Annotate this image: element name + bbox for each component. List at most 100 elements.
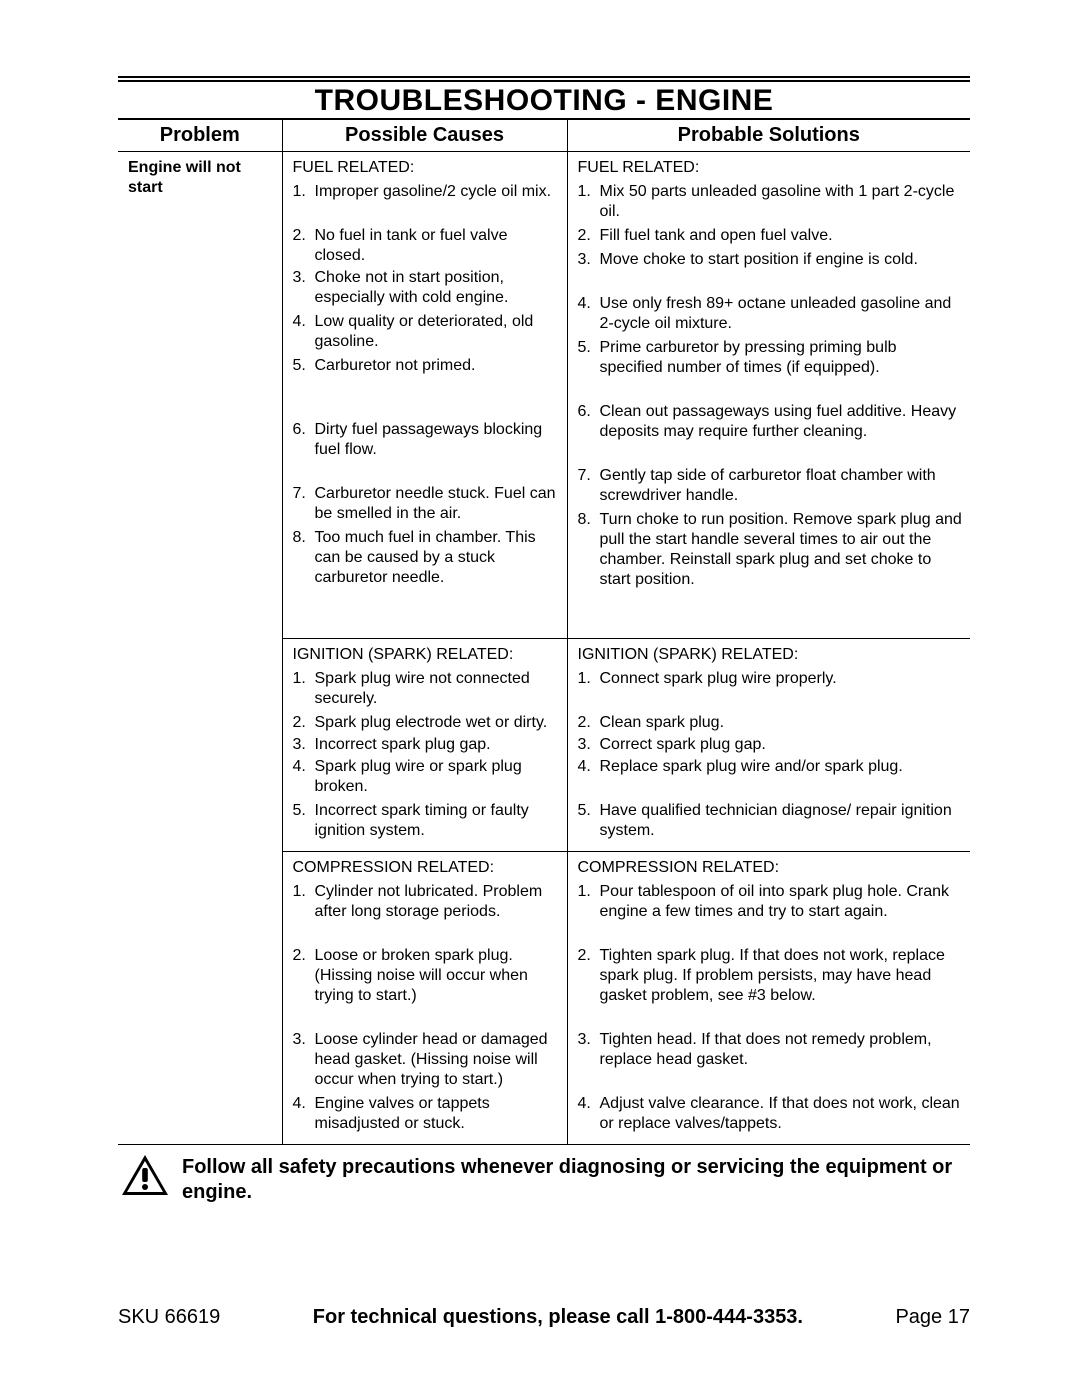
problem-cell: Engine will not start	[118, 152, 282, 1145]
causes-section-label: FUEL RELATED:	[293, 158, 559, 182]
solution-item: 2.Fill fuel tank and open fuel valve.	[578, 226, 963, 250]
solution-text: Gently tap side of carburetor float cham…	[600, 466, 963, 508]
solution-text: Prime carburetor by pressing priming bul…	[600, 338, 963, 400]
solutions-cell: COMPRESSION RELATED:1.Pour tablespoon of…	[567, 852, 970, 1145]
list-number: 4.	[293, 312, 315, 354]
solution-item: 1.Mix 50 parts unleaded gasoline with 1 …	[578, 182, 963, 226]
solution-text: Clean out passageways using fuel additiv…	[600, 402, 963, 464]
solution-item: 4.Use only fresh 89+ octane unleaded gas…	[578, 294, 963, 338]
solutions-section-label: IGNITION (SPARK) RELATED:	[578, 645, 963, 669]
table-header-row: Problem Possible Causes Probable Solutio…	[118, 120, 970, 152]
solution-text: Adjust valve clearance. If that does not…	[600, 1094, 963, 1136]
causes-cell: IGNITION (SPARK) RELATED:1.Spark plug wi…	[282, 639, 567, 852]
list-number: 3.	[293, 735, 315, 755]
cause-text: Carburetor not primed.	[315, 356, 559, 418]
cause-item: 6.Dirty fuel passageways blocking fuel f…	[293, 420, 559, 484]
solution-text: Have qualified technician diagnose/ repa…	[600, 801, 963, 843]
causes-section-label: COMPRESSION RELATED:	[293, 858, 559, 882]
cause-text: Carburetor needle stuck. Fuel can be sme…	[315, 484, 559, 526]
cause-item: 8.Too much fuel in chamber. This can be …	[293, 528, 559, 632]
solution-text: Turn choke to run position. Remove spark…	[600, 510, 963, 612]
solution-item: 7.Gently tap side of carburetor float ch…	[578, 466, 963, 510]
page: TROUBLESHOOTING - ENGINE Problem Possibl…	[0, 0, 1080, 1397]
cause-text: No fuel in tank or fuel valve closed.	[315, 226, 559, 266]
list-number: 2.	[293, 226, 315, 266]
cause-text: Choke not in start position, especially …	[315, 268, 559, 310]
solution-text: Tighten head. If that does not remedy pr…	[600, 1030, 963, 1092]
list-number: 5.	[578, 338, 600, 400]
list-number: 1.	[578, 669, 600, 711]
solution-text: Use only fresh 89+ octane unleaded gasol…	[600, 294, 963, 336]
cause-text: Incorrect spark plug gap.	[315, 735, 559, 755]
header-causes: Possible Causes	[282, 120, 567, 152]
cause-text: Loose cylinder head or damaged head gask…	[315, 1030, 559, 1092]
warning-icon	[120, 1153, 170, 1197]
cause-text: Improper gasoline/2 cycle oil mix.	[315, 182, 559, 224]
cause-item: 2.Spark plug electrode wet or dirty.	[293, 713, 559, 735]
solution-item: 6.Clean out passageways using fuel addit…	[578, 402, 963, 466]
cause-item: 1.Improper gasoline/2 cycle oil mix.	[293, 182, 559, 226]
cause-text: Dirty fuel passageways blocking fuel flo…	[315, 420, 559, 482]
safety-notice: Follow all safety precautions whenever d…	[118, 1145, 970, 1205]
solution-text: Replace spark plug wire and/or spark plu…	[600, 757, 963, 799]
list-number: 3.	[293, 268, 315, 310]
header-solutions: Probable Solutions	[567, 120, 970, 152]
solutions-cell: IGNITION (SPARK) RELATED:1.Connect spark…	[567, 639, 970, 852]
cause-text: Incorrect spark timing or faulty ignitio…	[315, 801, 559, 843]
list-number: 4.	[578, 294, 600, 336]
solution-item: 5.Prime carburetor by pressing priming b…	[578, 338, 963, 402]
solution-item: 2.Tighten spark plug. If that does not w…	[578, 946, 963, 1030]
solution-text: Pour tablespoon of oil into spark plug h…	[600, 882, 963, 944]
list-number: 4.	[578, 1094, 600, 1136]
cause-text: Spark plug electrode wet or dirty.	[315, 713, 559, 733]
list-number: 6.	[578, 402, 600, 464]
list-number: 2.	[293, 946, 315, 1028]
list-number: 8.	[293, 528, 315, 630]
header-problem: Problem	[118, 120, 282, 152]
cause-item: 1.Spark plug wire not connected securely…	[293, 669, 559, 713]
list-number: 5.	[578, 801, 600, 843]
cause-item: 7.Carburetor needle stuck. Fuel can be s…	[293, 484, 559, 528]
troubleshoot-table: Problem Possible Causes Probable Solutio…	[118, 120, 970, 1145]
causes-cell: FUEL RELATED:1.Improper gasoline/2 cycle…	[282, 152, 567, 639]
solution-text: Tighten spark plug. If that does not wor…	[600, 946, 963, 1028]
page-footer: SKU 66619 For technical questions, pleas…	[118, 1306, 970, 1329]
list-number: 3.	[578, 1030, 600, 1092]
solution-item: 3.Tighten head. If that does not remedy …	[578, 1030, 963, 1094]
cause-item: 3.Loose cylinder head or damaged head ga…	[293, 1030, 559, 1094]
cause-text: Cylinder not lubricated. Problem after l…	[315, 882, 559, 944]
cause-text: Spark plug wire or spark plug broken.	[315, 757, 559, 799]
list-number: 7.	[578, 466, 600, 508]
footer-page: Page 17	[895, 1306, 970, 1329]
page-title: TROUBLESHOOTING - ENGINE	[118, 82, 970, 120]
solution-item: 5.Have qualified technician diagnose/ re…	[578, 801, 963, 845]
cause-item: 3.Choke not in start position, especiall…	[293, 268, 559, 312]
cause-item: 4.Low quality or deteriorated, old gasol…	[293, 312, 559, 356]
list-number: 5.	[293, 801, 315, 843]
cause-item: 5.Carburetor not primed.	[293, 356, 559, 420]
solution-text: Fill fuel tank and open fuel valve.	[600, 226, 963, 248]
solution-item: 4.Replace spark plug wire and/or spark p…	[578, 757, 963, 801]
table-body: Engine will not startFUEL RELATED:1.Impr…	[118, 152, 970, 1145]
list-number: 1.	[578, 882, 600, 944]
solution-item: 3.Correct spark plug gap.	[578, 735, 963, 757]
list-number: 2.	[578, 946, 600, 1028]
cause-item: 5.Incorrect spark timing or faulty ignit…	[293, 801, 559, 845]
list-number: 2.	[293, 713, 315, 733]
solution-item: 1.Connect spark plug wire properly.	[578, 669, 963, 713]
list-number: 3.	[578, 735, 600, 755]
cause-item: 4.Engine valves or tappets misadjusted o…	[293, 1094, 559, 1138]
list-number: 3.	[293, 1030, 315, 1092]
list-number: 1.	[578, 182, 600, 224]
solution-item: 1.Pour tablespoon of oil into spark plug…	[578, 882, 963, 946]
list-number: 8.	[578, 510, 600, 612]
list-number: 4.	[293, 1094, 315, 1136]
list-number: 1.	[293, 669, 315, 711]
solutions-section-label: FUEL RELATED:	[578, 158, 963, 182]
list-number: 5.	[293, 356, 315, 418]
solution-text: Connect spark plug wire properly.	[600, 669, 963, 711]
solution-text: Correct spark plug gap.	[600, 735, 963, 755]
solution-item: 3.Move choke to start position if engine…	[578, 250, 963, 294]
list-number: 3.	[578, 250, 600, 292]
cause-item: 2.No fuel in tank or fuel valve closed.	[293, 226, 559, 268]
